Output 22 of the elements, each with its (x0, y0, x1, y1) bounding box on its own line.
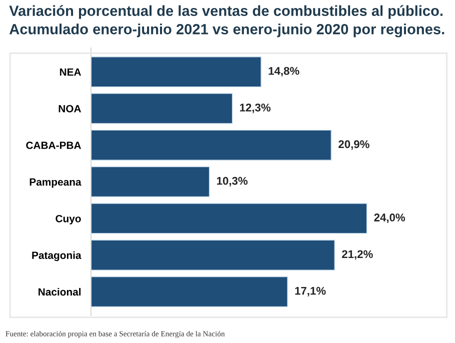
y-tick-label: Patagonia (32, 251, 82, 262)
y-tick-label: NEA (60, 68, 81, 76)
bar (91, 130, 332, 161)
data-label: 17,1% (295, 286, 326, 296)
y-tick-label: CABA-PBA (26, 142, 81, 150)
bar (91, 56, 262, 88)
y-tick-label: Nacional (38, 288, 81, 296)
y-tick-label: NOA (58, 104, 82, 112)
data-label: 21,2% (342, 250, 373, 260)
y-tick-label: Cuyo (56, 214, 81, 224)
data-label: 14,8% (268, 66, 300, 76)
data-label: 10,3% (217, 176, 248, 186)
data-label: 24,0% (374, 214, 406, 224)
data-label: 12,3% (240, 104, 271, 114)
bar (91, 93, 233, 124)
bar (91, 202, 368, 234)
bar (91, 166, 210, 198)
data-label: 20,9% (338, 140, 370, 150)
y-tick-label: Pampeana (30, 178, 82, 188)
chart-title: Variación porcentual de las ventas de combustibles al público. Acumulado enero-junio 2021 vs enero-junio 2020 por regiones. (9, 5, 444, 38)
bar (91, 240, 336, 271)
bar (91, 276, 288, 308)
